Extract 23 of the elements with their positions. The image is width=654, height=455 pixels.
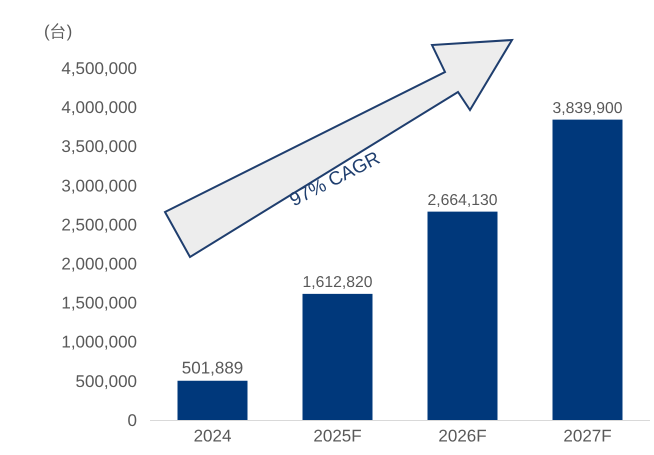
- x-tick-label: 2024: [194, 426, 232, 446]
- y-tick-label: 0: [128, 410, 137, 430]
- y-tick-label: 3,000,000: [61, 176, 137, 196]
- y-tick-label: 3,500,000: [61, 137, 137, 156]
- data-label: 501,889: [182, 358, 244, 378]
- bar: [178, 380, 248, 420]
- data-label: 2,664,130: [428, 192, 498, 209]
- y-axis-title: (台): [44, 22, 72, 41]
- data-label: 1,612,820: [302, 274, 373, 292]
- y-tick-label: 1,500,000: [61, 294, 137, 313]
- y-tick-label: 4,500,000: [61, 58, 137, 78]
- y-tick-label: 500,000: [76, 372, 137, 391]
- y-tick-label: 2,500,000: [61, 215, 137, 234]
- data-label: 3,839,900: [552, 100, 623, 117]
- y-tick-label: 1,000,000: [61, 332, 137, 352]
- y-tick-label: 4,000,000: [61, 98, 137, 118]
- y-tick-label: 2,000,000: [61, 254, 137, 274]
- bar: [552, 120, 622, 420]
- x-tick-label: 2027F: [563, 426, 612, 446]
- x-tick-label: 2025F: [313, 426, 362, 446]
- bar: [428, 212, 498, 420]
- x-tick-label: 2026F: [438, 426, 487, 446]
- bar: [302, 294, 372, 420]
